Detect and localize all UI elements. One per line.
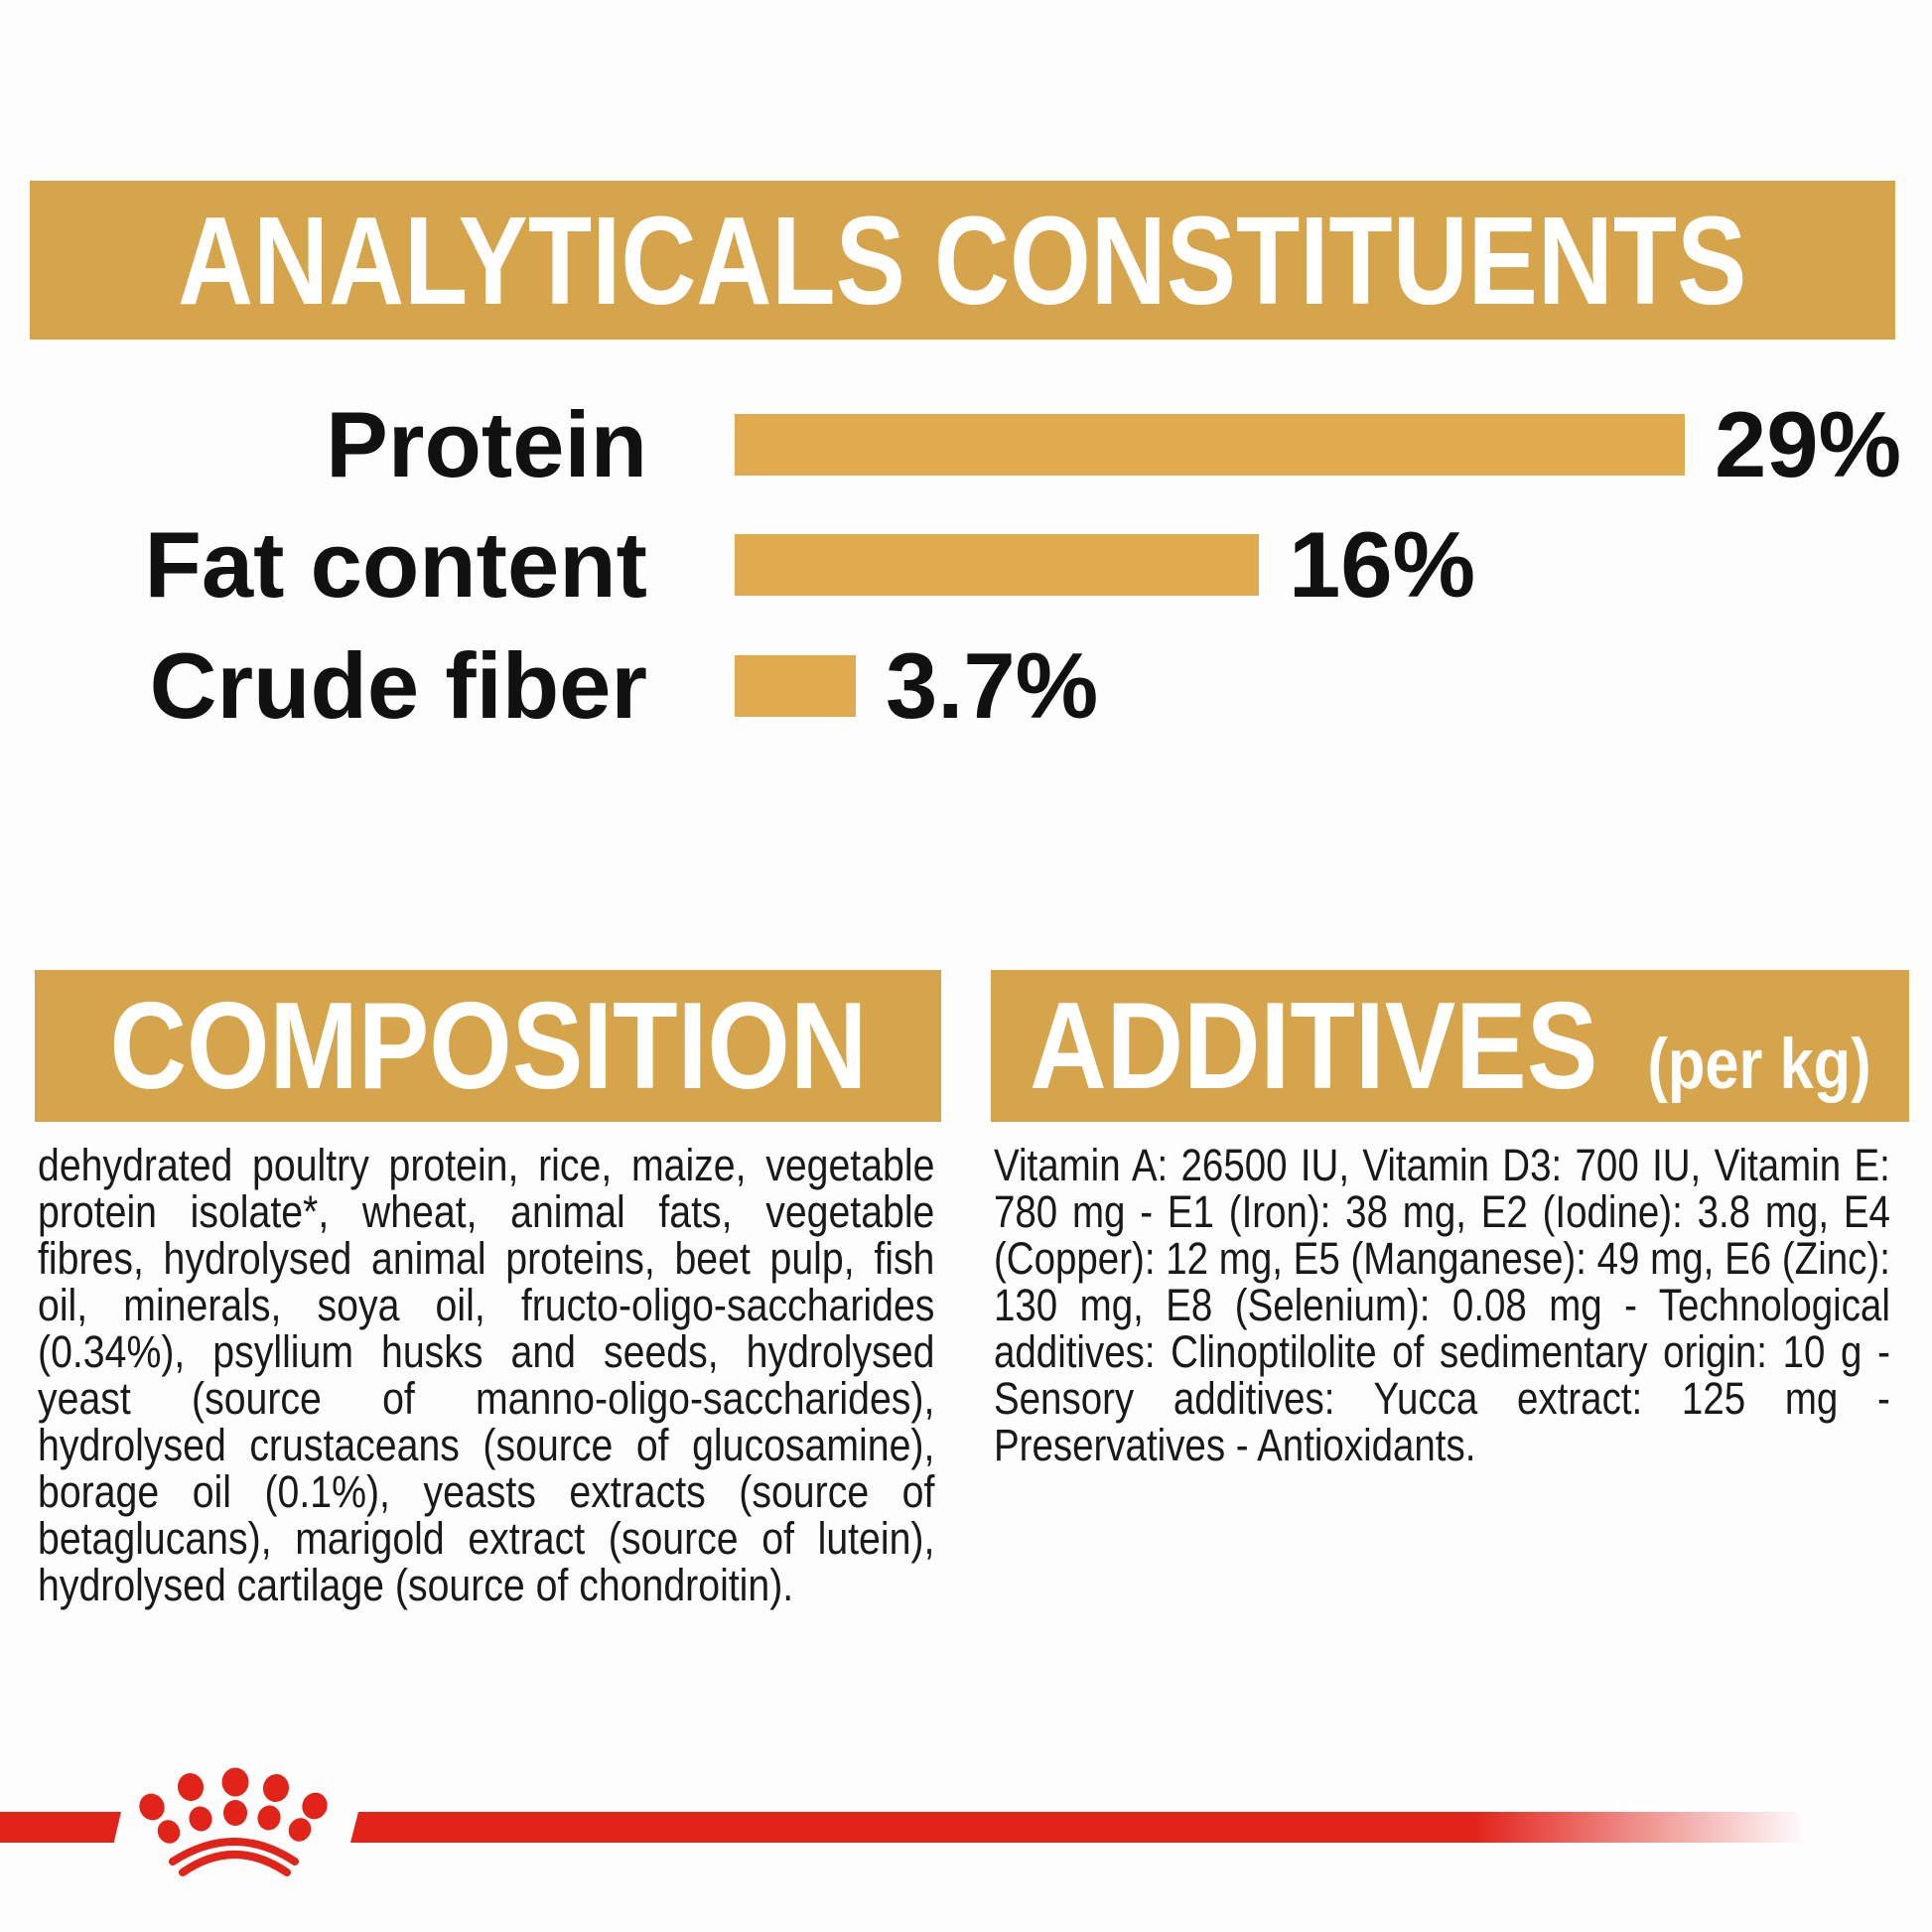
chart-row-protein: Protein 29% [0,392,1902,496]
additives-per-kg-label: (per kg) [1647,1025,1871,1104]
chart-label-fiber: Crude fiber [149,633,647,738]
analyticals-header-bar: ANALYTICALS CONSTITUENTS [30,181,1895,340]
composition-header-bar: COMPOSITION [35,970,941,1122]
brand-line-left [0,1812,121,1843]
chart-row-fat: Fat content 16% [0,512,1476,617]
chart-row-fiber: Crude fiber 3.7% [0,633,1099,738]
royal-canin-crown-logo [139,1767,328,1876]
chart-bar-fat [735,534,1259,596]
brand-line-right [350,1812,1932,1843]
chart-value-protein: 29% [1715,392,1902,496]
chart-bar-protein [735,414,1685,476]
additives-title: ADDITIVES [1029,977,1597,1115]
composition-text: dehydrated poultry protein, rice, maize,… [38,1140,935,1610]
analyticals-title: ANALYTICALS CONSTITUENTS [178,190,1747,331]
chart-label-protein: Protein [326,392,647,496]
composition-title: COMPOSITION [109,977,867,1115]
chart-value-fat: 16% [1289,512,1476,617]
additives-header-bar: ADDITIVES (per kg) [991,970,1909,1122]
chart-bar-fiber [735,655,856,717]
chart-label-fat: Fat content [144,512,647,617]
chart-value-fiber: 3.7% [886,633,1099,738]
additives-text: Vitamin A: 26500 IU, Vitamin D3: 700 IU,… [994,1140,1890,1470]
